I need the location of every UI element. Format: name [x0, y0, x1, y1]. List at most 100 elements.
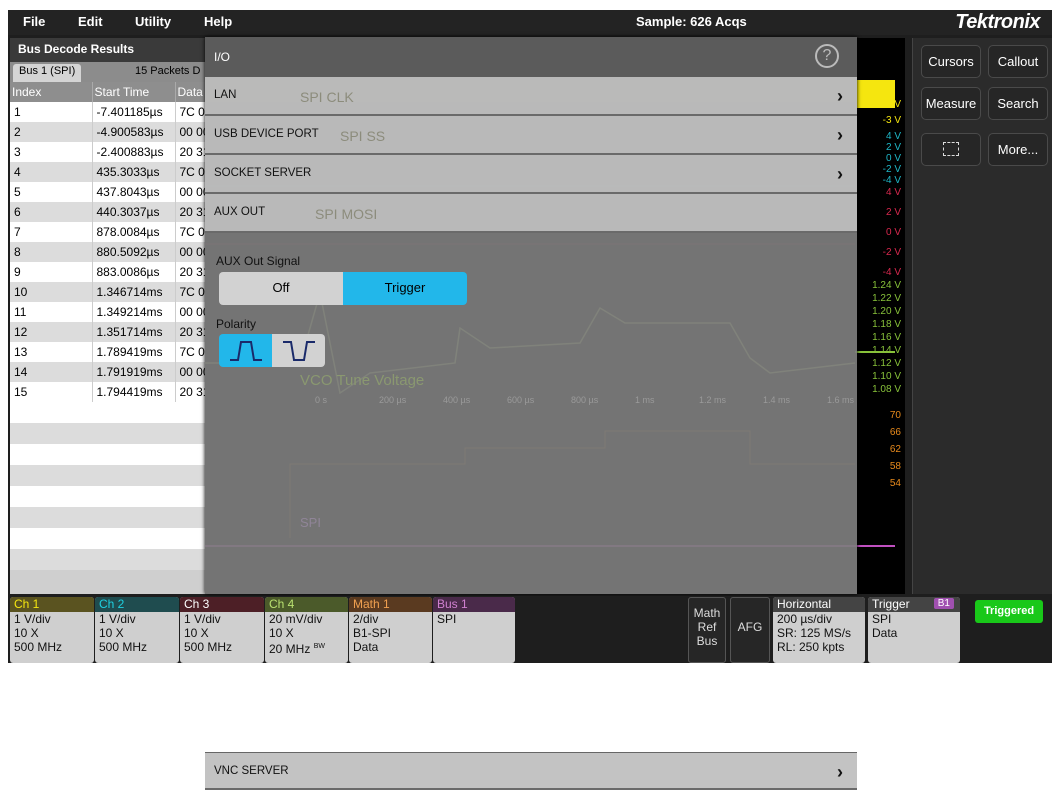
cell-start-time: 437.8043µs: [92, 182, 176, 202]
polarity-positive-button[interactable]: [219, 334, 272, 367]
time-tick-label: 400 µs: [443, 395, 471, 405]
menu-edit[interactable]: Edit: [78, 14, 103, 29]
ch1-overview: [855, 80, 895, 108]
badge-text: Ref: [697, 620, 717, 634]
bus1-badge[interactable]: Bus 1 SPI: [433, 597, 515, 663]
chevron-right-icon: ›: [837, 125, 843, 145]
tab-bus1[interactable]: Bus 1 (SPI): [13, 64, 82, 82]
cell-start-time: 878.0084µs: [92, 222, 176, 242]
ch3-scale-label: 4 V: [885, 187, 901, 198]
ch4-badge[interactable]: Ch 4 20 mV/div 10 X 20 MHz BW: [265, 597, 348, 663]
time-axis: 0 s 200 µs 400 µs 600 µs 800 µs 1 ms 1.2 ms 1.4…: [315, 395, 855, 407]
cursors-button[interactable]: Cursors: [921, 45, 981, 78]
cell-data: 00 00 20: [175, 122, 205, 142]
menu-help[interactable]: Help: [204, 14, 233, 29]
ch4-scale-label: 1.16 V: [872, 332, 901, 343]
cell-start-time: -7.401185µs: [92, 102, 176, 122]
badge-text: SR: 125 MS/s: [777, 626, 852, 640]
cell-data: 00 00 20: [175, 242, 205, 262]
menu-utility[interactable]: Utility: [135, 14, 172, 29]
callout-button[interactable]: Callout: [988, 45, 1048, 78]
horizontal-badge[interactable]: Horizontal 200 µs/div SR: 125 MS/s RL: 250 …: [773, 597, 865, 663]
column-start-time[interactable]: Start Time: [92, 82, 176, 102]
badge-text: Ch 4: [265, 597, 348, 612]
badge-text: Data: [872, 626, 898, 640]
search-button[interactable]: Search: [988, 87, 1048, 120]
ch4-scale-label: 1.12 V: [872, 358, 901, 369]
section-label: USB DEVICE PORT: [214, 128, 319, 140]
cell-data: 7C 00 93: [175, 282, 205, 302]
cell-index: 1: [10, 102, 93, 122]
more-button[interactable]: More...: [988, 133, 1048, 166]
cell-data: 00 00 20: [175, 302, 205, 322]
menu-file[interactable]: File: [23, 14, 46, 29]
cell-index: 7: [10, 222, 93, 242]
ch4-scale-label: 1.24 V: [872, 280, 901, 291]
badge-text: 200 µs/div: [777, 612, 832, 626]
cell-index: 15: [10, 382, 93, 402]
measure-button[interactable]: Measure: [921, 87, 981, 120]
positive-pulse-icon: [229, 341, 262, 361]
column-data[interactable]: Data: [175, 82, 205, 102]
section-socket-server[interactable]: SOCKET SERVER ›: [205, 155, 857, 194]
section-vnc-server[interactable]: VNC SERVER ›: [205, 752, 857, 790]
section-aux-out[interactable]: AUX OUT SPI MOSI: [205, 194, 857, 233]
badge-text: B1-SPI: [353, 626, 392, 640]
badge-text: Ch 2: [95, 597, 179, 612]
aux-off-button[interactable]: Off: [219, 272, 343, 305]
cell-index: 3: [10, 142, 93, 162]
cell-index: 10: [10, 282, 93, 302]
column-index[interactable]: Index: [10, 82, 93, 102]
add-math-ref-bus-button[interactable]: Math Ref Bus: [688, 597, 726, 663]
afg-button[interactable]: AFG: [730, 597, 770, 663]
badge-text: RL: 250 kpts: [777, 640, 845, 654]
ch2-scale-label: -4 V: [882, 175, 901, 186]
time-tick-label: 200 µs: [379, 395, 407, 405]
section-label: SOCKET SERVER: [214, 167, 312, 179]
aux-trigger-button[interactable]: Trigger: [343, 272, 467, 305]
polarity-negative-button[interactable]: [272, 334, 325, 367]
bus-decode-title: Bus Decode Results: [10, 38, 205, 62]
badge-text: 1 V/div: [184, 612, 221, 626]
section-usb-device-port[interactable]: USB DEVICE PORT SPI SS ›: [205, 116, 857, 155]
badge-text: Trigger: [872, 597, 910, 611]
badge-text: Data: [353, 640, 379, 654]
badge-text: Math 1: [349, 597, 432, 612]
math-scale-label: 58: [889, 461, 901, 472]
cell-start-time: 440.3037µs: [92, 202, 176, 222]
negative-pulse-icon: [282, 341, 315, 361]
right-panel: Cursors Callout Measure Search More...: [912, 38, 1052, 594]
trigger-badge[interactable]: Trigger B1 SPI Data: [868, 597, 960, 663]
zoom-select-button[interactable]: [921, 133, 981, 166]
math1-badge[interactable]: Math 1 2/div B1-SPI Data: [349, 597, 432, 663]
section-lan[interactable]: LAN SPI CLK ›: [205, 77, 857, 116]
ch2-scale-label: 2 V: [885, 142, 901, 153]
help-icon[interactable]: ?: [815, 44, 839, 68]
cell-data: 20 31 3D: [175, 322, 205, 342]
ch4-scale-label: 1.22 V: [872, 293, 901, 304]
ch3-label: SPI MOSI: [315, 206, 378, 222]
ch3-scale-label: -2 V: [882, 247, 901, 258]
ch3-scale-label: 0 V: [885, 227, 901, 238]
badge-text: 2/div: [353, 612, 379, 626]
cell-start-time: 880.5092µs: [92, 242, 176, 262]
